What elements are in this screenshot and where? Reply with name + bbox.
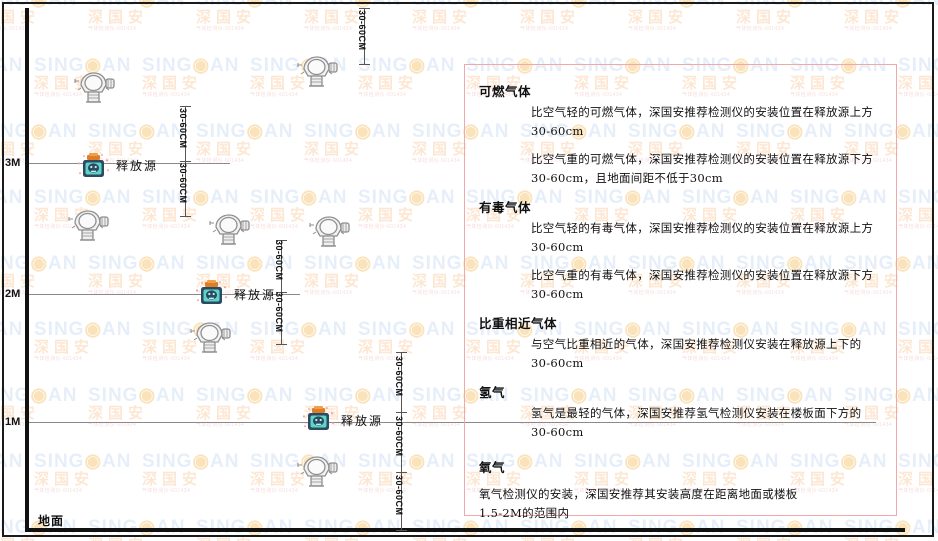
level-line-3m	[29, 163, 230, 164]
dimension-cap	[396, 352, 407, 353]
dimension-cap	[359, 64, 370, 65]
dimension-cap	[180, 106, 191, 107]
dimension-cap	[359, 8, 370, 9]
axis-tick-2m: 2M	[5, 288, 21, 300]
info-section-paragraph: 比空气轻的有毒气体，深国安推荐检测仪的安装位置在释放源上方30-60cm	[531, 221, 874, 254]
info-section: 有毒气体比空气轻的有毒气体，深国安推荐检测仪的安装位置在释放源上方30-60cm…	[479, 197, 880, 304]
dimension-cap	[276, 344, 287, 345]
dimension-stack-3m: 30-60CM 30-60CM	[178, 106, 191, 217]
dimension-label: 30-60CM	[394, 475, 404, 516]
info-section: 比重相近气体与空气比重相近的气体，深国安推荐检测仪安装在释放源上下的30-60c…	[479, 313, 880, 373]
release-source-1m	[303, 406, 337, 436]
info-section-title: 氧气	[479, 460, 506, 475]
detector-2m-lower	[188, 318, 234, 358]
source-label-1m: 释放源	[341, 414, 384, 428]
info-section-paragraph: 氢气是最轻的气体，深国安推荐氢气检测仪安装在楼板面下方的30-60cm	[531, 406, 862, 439]
dimension-label: 30-60CM	[274, 292, 284, 333]
dimension-line	[364, 8, 365, 64]
source-label-3m: 释放源	[116, 159, 159, 173]
dimension-stack-1m: 30-60CM 30-60CM 30-60CM	[394, 352, 407, 531]
info-section-paragraph: 比空气重的可燃气体，深国安推荐检测仪的安装位置在释放源下方30-60cm，且地面…	[531, 152, 874, 185]
info-section-title: 比重相近气体	[479, 316, 558, 331]
info-panel: 可燃气体比空气轻的可燃气体，深国安推荐检测仪的安装位置在释放源上方30-60cm…	[464, 64, 897, 520]
dimension-cap	[396, 412, 407, 413]
detector-3m-mid	[207, 210, 253, 250]
source-label-2m: 释放源	[234, 288, 277, 302]
dimension-cap	[180, 161, 191, 162]
dimension-cap	[180, 216, 191, 217]
dimension-cap	[396, 472, 407, 473]
y-axis	[25, 8, 29, 529]
ground-label: 地面	[38, 514, 65, 528]
dimension-label: 30-60CM	[357, 10, 367, 51]
info-section-paragraph: 氧气检测仪的安装，深国安推荐其安装高度在距离地面或楼板1.5-2M的范围内	[479, 487, 798, 520]
detector-2m-upper-right	[307, 212, 353, 252]
info-panel-content: 可燃气体比空气轻的可燃气体，深国安推荐检测仪的安装位置在释放源上方30-60cm…	[465, 65, 896, 541]
dimension-label: 30-60CM	[178, 107, 188, 149]
info-section-paragraph: 比空气轻的可燃气体，深国安推荐检测仪的安装位置在释放源上方30-60cm	[531, 105, 874, 138]
info-section: 氢气氢气是最轻的气体，深国安推荐氢气检测仪安装在楼板面下方的30-60cm	[479, 382, 880, 442]
release-source-3m	[78, 153, 112, 183]
dimension-label: 30-60CM	[394, 416, 404, 457]
info-section-paragraph: 比空气重的有毒气体，深国安推荐检测仪的安装位置在释放源下方30-60cm	[531, 268, 874, 301]
info-section-paragraph: 与空气比重相近的气体，深国安推荐检测仪安装在释放源上下的30-60cm	[531, 337, 862, 370]
dimension-cap	[276, 240, 287, 241]
level-line-1m	[29, 422, 876, 423]
dimension-stack-2m: 30-60CM 30-60CM	[274, 240, 287, 345]
dimension-label: 30-60CM	[178, 162, 188, 204]
axis-tick-3m: 3M	[5, 157, 21, 169]
info-section-title: 氢气	[479, 385, 506, 400]
release-source-2m	[196, 280, 230, 310]
dimension-line	[401, 352, 402, 530]
x-axis-ground	[25, 528, 905, 532]
detector-3m-upper-right	[295, 52, 341, 92]
dimension-label: 30-60CM	[394, 356, 404, 397]
axis-tick-1m: 1M	[5, 416, 21, 428]
dimension-label: 30-60CM	[274, 240, 284, 281]
info-section: 氧气氧气检测仪的安装，深国安推荐其安装高度在距离地面或楼板1.5-2M的范围内	[479, 451, 880, 532]
dimension-cap	[396, 530, 407, 531]
level-line-2m	[29, 294, 300, 295]
detector-3m-left	[72, 68, 118, 108]
info-section: 可燃气体比空气轻的可燃气体，深国安推荐检测仪的安装位置在释放源上方30-60cm…	[479, 81, 880, 188]
dimension-stack-top: 30-60CM	[357, 8, 370, 65]
detector-3m-lower-left	[66, 206, 112, 246]
detector-1m-lower	[295, 452, 341, 492]
dimension-cap	[276, 292, 287, 293]
info-section-title: 可燃气体	[479, 84, 532, 99]
info-section-title: 有毒气体	[479, 200, 532, 215]
